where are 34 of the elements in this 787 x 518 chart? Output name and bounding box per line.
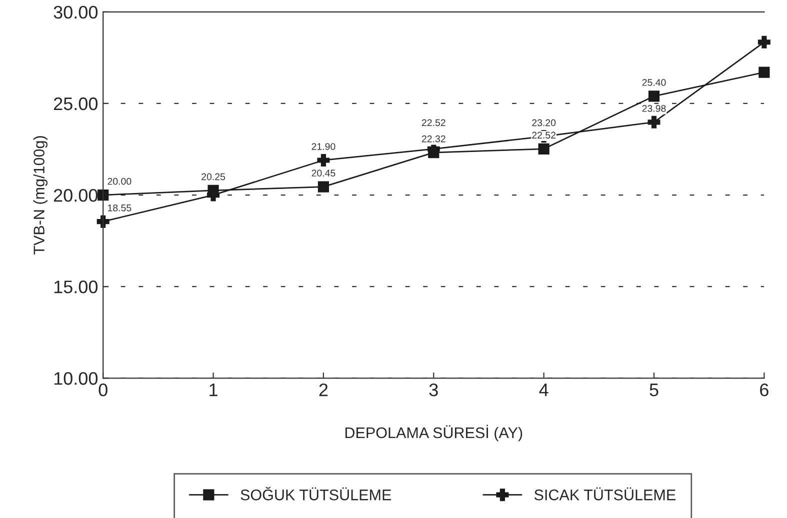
y-tick-label: 20.00: [54, 188, 98, 202]
data-label: 25.40: [642, 79, 666, 86]
legend-label: SICAK TÜTSÜLEME: [534, 487, 676, 500]
point: [758, 36, 770, 48]
data-label: 20.45: [312, 170, 336, 177]
point: [648, 116, 660, 128]
point: [98, 189, 109, 201]
data-label: 22.52: [422, 119, 446, 126]
data-label: 20.25: [202, 173, 226, 180]
data-label: 21.90: [312, 143, 336, 150]
y-tick-label: 25.00: [54, 97, 98, 110]
point: [648, 90, 660, 102]
x-axis-title: DEPOLAMA SÜRESİ (AY): [345, 424, 522, 442]
point: [538, 143, 550, 154]
point: [317, 154, 330, 166]
data-label: 23.98: [642, 105, 666, 112]
x-tick-label: 5: [650, 384, 658, 396]
data-label: 22.32: [422, 135, 446, 142]
y-tick-label: 30.00: [54, 6, 98, 19]
x-tick-label: 2: [319, 383, 328, 396]
data-label: 18.55: [108, 204, 132, 212]
point: [758, 66, 770, 78]
x-tick-label: 4: [539, 384, 548, 396]
x-tick-label: 0: [98, 383, 108, 396]
y-axis-title: TVB-N (mg/100g): [33, 136, 48, 255]
x-tick-label: 6: [760, 383, 768, 396]
y-tick-label: 15.00: [54, 280, 98, 294]
y-tick-label: 10.00: [54, 372, 98, 385]
point: [318, 181, 330, 192]
data-label: 20.00: [108, 178, 132, 185]
data-label: 23.20: [532, 119, 556, 126]
x-tick-label: 3: [429, 383, 438, 396]
legend-label: SOĞUK TÜTSÜLEME: [240, 486, 392, 500]
x-tick-label: 1: [210, 384, 218, 396]
